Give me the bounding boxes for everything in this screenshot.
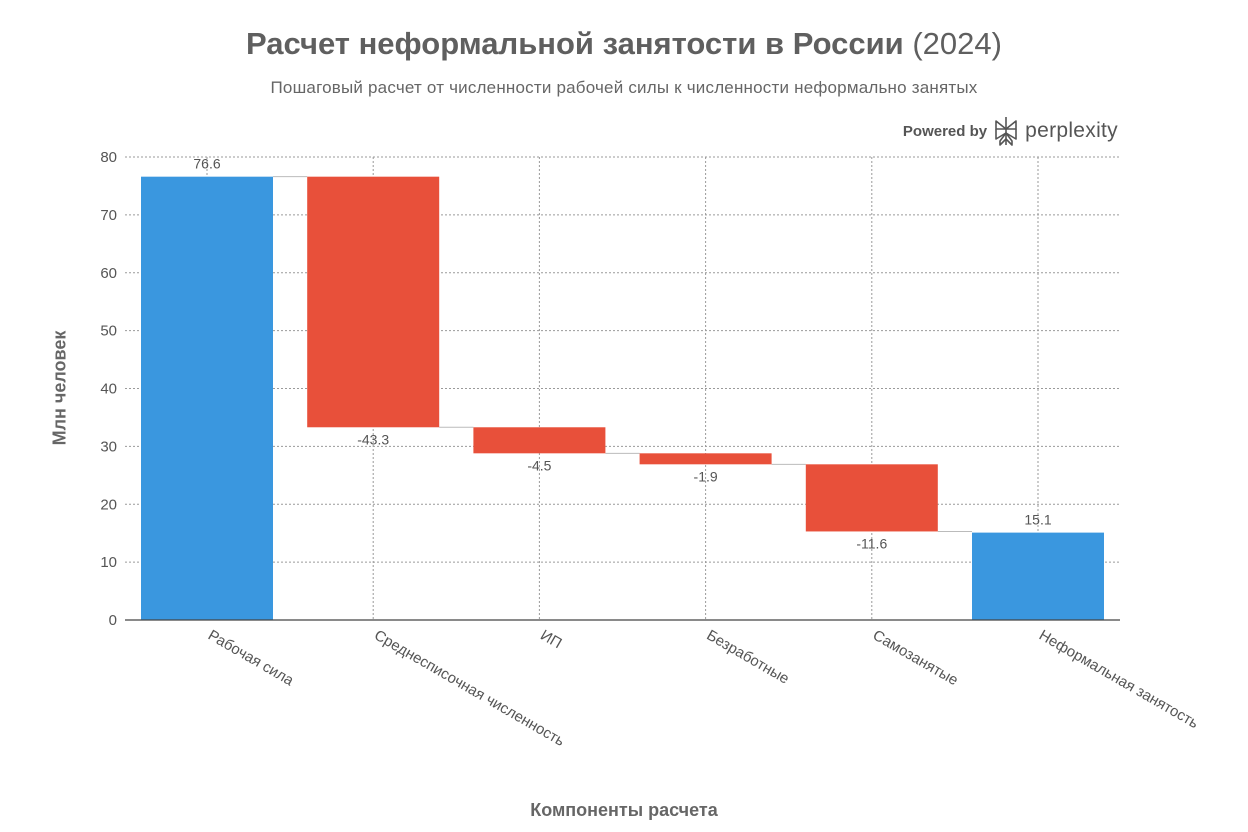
x-tick-label-1: Среднесписочная численность: [371, 627, 567, 750]
x-tick-label-4: Самозанятые: [870, 627, 961, 689]
bar-value-label-2: -4.5: [527, 457, 551, 473]
perplexity-logo-icon: [995, 117, 1017, 146]
powered-by-badge[interactable]: Powered by perplexity: [903, 116, 1118, 146]
y-tick-label-60: 60: [100, 265, 117, 282]
bar-1: [307, 176, 440, 428]
chart-title-year: (2024): [912, 26, 1002, 61]
y-tick-label-10: 10: [100, 554, 117, 571]
powered-by-text: Powered by: [902, 122, 988, 140]
y-tick-label-80: 80: [100, 149, 117, 166]
y-tick-label-50: 50: [100, 323, 117, 340]
y-tick-label-30: 30: [100, 438, 117, 455]
chart-subtitle: Пошаговый расчет от численности рабочей …: [270, 78, 978, 97]
brand-name: perplexity: [1025, 119, 1118, 142]
x-axis-label: Компоненты расчета: [530, 800, 718, 820]
y-tick-label-20: 20: [100, 496, 117, 513]
chart-title-main: Расчет неформальной занятости в России: [246, 26, 904, 61]
bar-value-label-5: 15.1: [1024, 512, 1051, 528]
bar-3: [639, 453, 772, 465]
bar-value-label-3: -1.9: [694, 468, 718, 484]
x-tick-label-0: Рабочая сила: [205, 627, 297, 690]
y-tick-label-0: 0: [109, 612, 117, 629]
chart-title: Расчет неформальной занятости в России (…: [0, 26, 1248, 62]
bar-5: [972, 532, 1104, 620]
bar-value-label-4: -11.6: [856, 535, 887, 551]
bar-value-label-0: 76.6: [193, 156, 220, 172]
y-tick-label-70: 70: [100, 207, 117, 224]
x-tick-label-3: Безработные: [704, 627, 792, 688]
bar-2: [473, 427, 606, 454]
x-tick-label-2: ИП: [537, 627, 564, 653]
y-tick-label-40: 40: [100, 381, 117, 398]
bar-0: [141, 176, 273, 621]
bar-value-label-1: -43.3: [357, 431, 389, 447]
bar-4: [805, 464, 938, 532]
x-tick-label-5: Неформальная занятость: [1036, 627, 1202, 732]
